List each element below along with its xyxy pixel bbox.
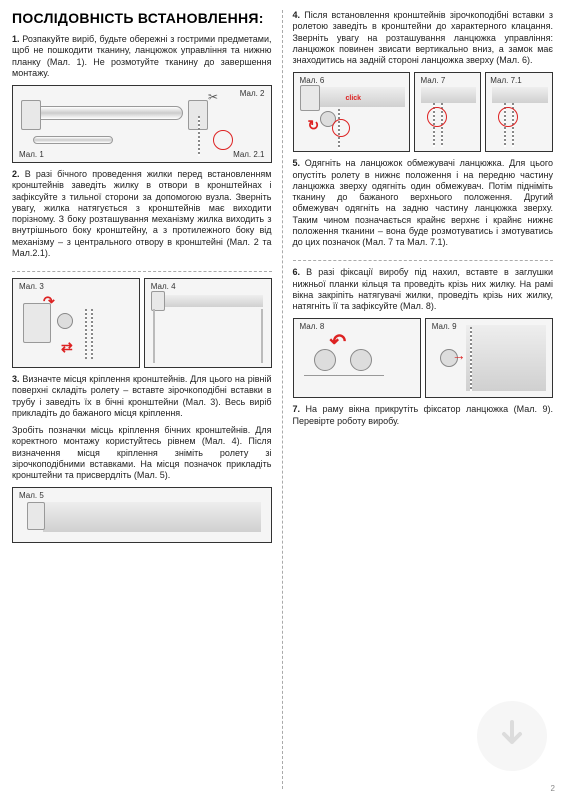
figure-9: Мал. 9 →	[425, 318, 553, 398]
arrow-icon: →	[452, 347, 466, 363]
figure-5: Мал. 5	[12, 487, 272, 543]
step-6: 6. В разі фіксації виробу під нахил, вст…	[293, 267, 554, 312]
click-label: click	[346, 95, 362, 102]
step-5: 5. Одягніть на ланцюжок обмежувачі ланцю…	[293, 158, 554, 248]
step-3b: Зробіть позначки місць кріплення бічних …	[12, 425, 272, 481]
arrow-icon: ↶	[330, 329, 347, 354]
figure-3: Мал. 3 ↷ ⇄	[12, 278, 140, 368]
figure-8: Мал. 8 ↶	[293, 318, 421, 398]
figure-71: Мал. 7.1	[485, 72, 553, 152]
step-1: 1. Розпакуйте виріб, будьте обережні з г…	[12, 34, 272, 79]
step-4: 4. Після встановлення кронштейнів зірочк…	[293, 10, 554, 66]
figure-1-2: Мал. 2 Мал. 2.1 Мал. 1 ✂	[12, 85, 272, 163]
divider	[12, 271, 272, 272]
figure-4: Мал. 4	[144, 278, 272, 368]
page-number: 2	[551, 784, 555, 793]
arrow-icon: ↷	[43, 293, 55, 310]
divider	[293, 260, 554, 261]
page-title: ПОСЛІДОВНІСТЬ ВСТАНОВЛЕННЯ:	[12, 10, 272, 26]
step-3a: 3. Визначте місця кріплення кронштейнів.…	[12, 374, 272, 419]
figure-7: Мал. 7	[414, 72, 482, 152]
figure-6: Мал. 6 click ↻	[293, 72, 410, 152]
watermark-icon	[477, 701, 547, 771]
step-7: 7. На раму вікна прикрутіть фіксатор лан…	[293, 404, 554, 427]
step-2: 2. В разі бічного проведення жилки перед…	[12, 169, 272, 259]
arrow-icon: ⇄	[61, 339, 73, 356]
arrow-icon: ↻	[308, 117, 320, 134]
scissors-icon: ✂	[208, 90, 218, 104]
